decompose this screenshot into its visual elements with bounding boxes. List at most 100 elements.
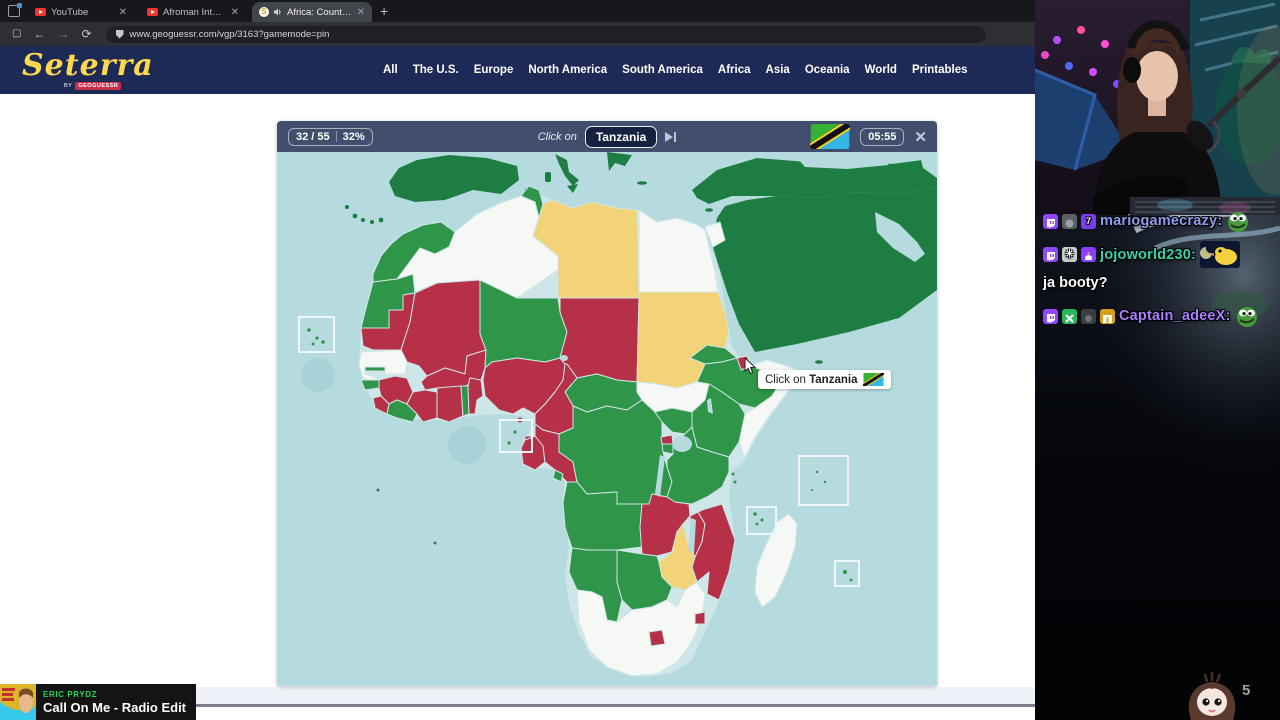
address-bar[interactable]: www.geoguessr.com/vgp/3163?gamemode=pin (105, 25, 986, 43)
island-dot[interactable] (433, 541, 437, 545)
country-madagascar[interactable] (754, 513, 798, 608)
nav-asia[interactable]: Asia (765, 64, 790, 76)
colon: : (1217, 213, 1223, 229)
country-lesotho[interactable] (648, 629, 666, 647)
now-playing-overlay: ERIC PRYDZ Call On Me - Radio Edit (0, 684, 196, 720)
country-sao-tome-principe[interactable] (507, 430, 517, 445)
reload-icon[interactable]: ⟳ (81, 27, 92, 41)
country-zanzibar-islands[interactable] (731, 472, 737, 484)
country-gambia[interactable] (364, 366, 386, 372)
country-chad[interactable] (559, 297, 640, 383)
sea-shapes (797, 152, 937, 262)
sidepanel-icon[interactable]: ▢ (12, 28, 22, 39)
twitch-badge-icon (1043, 213, 1058, 229)
twitch-badge-icon (1043, 247, 1058, 262)
country-seychelles[interactable] (811, 470, 827, 491)
country-ghana[interactable] (436, 385, 464, 423)
gift-badge-icon (1100, 308, 1115, 324)
country-cape-verde[interactable] (307, 328, 325, 346)
green-badge-icon (1062, 308, 1077, 324)
target-country-pill: Tanzania (584, 125, 658, 148)
seterra-header: Seterra BY GEOGUESSR All The U.S. Europe… (0, 46, 1035, 94)
track-artist: ERIC PRYDZ (43, 689, 98, 699)
progress-pill: 32 / 55 32% (288, 127, 373, 146)
island-st-helena[interactable] (376, 488, 380, 492)
tanzania-flag-icon (863, 373, 885, 386)
window-control-icon[interactable] (8, 3, 22, 17)
nav-the-us[interactable]: The U.S. (412, 64, 459, 76)
browser-tabstrip: YouTube ✕ Afroman Interview - YouTube ✕ … (0, 0, 1035, 22)
logo-by-text: BY (64, 83, 73, 89)
quiz-header: 32 / 55 32% Click on Tanzania 05:55 (277, 121, 937, 152)
album-art (0, 684, 36, 720)
browser-toolbar: ▢ ← → ⟳ www.geoguessr.com/vgp/3163?gamem… (0, 22, 1035, 46)
timer-value: 05:55 (868, 130, 897, 143)
country-egypt-sinai[interactable] (704, 221, 726, 248)
country-burundi[interactable] (661, 443, 674, 455)
url-text: www.geoguessr.com/vgp/3163?gamemode=pin (129, 28, 330, 40)
country-comoros[interactable] (753, 512, 764, 526)
tab-title: Afroman Interview - YouTube (163, 6, 226, 18)
nav-africa[interactable]: Africa (717, 64, 751, 76)
peeking-avatar (1183, 672, 1241, 720)
country-benin[interactable] (467, 377, 484, 415)
country-sierra-leone[interactable] (372, 395, 390, 415)
country-libya[interactable] (532, 199, 640, 299)
nav-south-america[interactable]: South America (622, 64, 703, 76)
seterra-logo-subtitle: BY GEOGUESSR (64, 82, 122, 90)
new-tab-button[interactable]: + (380, 3, 389, 19)
youtube-favicon-icon (35, 8, 46, 16)
countries[interactable] (307, 185, 853, 677)
country-rwanda[interactable] (660, 434, 674, 445)
back-icon[interactable]: ← (33, 27, 46, 41)
chat-username[interactable]: jojoworld230 (1100, 246, 1192, 263)
country-angola-cabinda[interactable] (552, 469, 564, 483)
nav-oceania[interactable]: Oceania (804, 64, 850, 76)
chat-username[interactable]: Captain_adeeX (1119, 308, 1226, 324)
seterra-logo[interactable]: Seterra (22, 48, 154, 83)
chat-username[interactable]: mariogamecrazy (1100, 213, 1218, 229)
africa-map[interactable]: Click on Tanzania (277, 152, 937, 686)
nav-all[interactable]: All (383, 64, 398, 76)
tab-title: Africa: Countries - Map Qu... (287, 6, 352, 18)
forward-icon[interactable]: → (57, 27, 70, 41)
close-quiz-icon[interactable]: ✕ (914, 128, 927, 146)
tab-youtube[interactable]: YouTube ✕ (28, 2, 134, 22)
tab-close-icon[interactable]: ✕ (356, 6, 365, 18)
page-section-band (0, 687, 1035, 704)
nav-world[interactable]: World (864, 64, 897, 76)
geoguessr-badge: GEOGUESSR (75, 82, 122, 90)
skip-button[interactable] (665, 131, 677, 142)
chat-overlay: 7 mariogamecrazy: ✳ jojoworld230: ja boo… (1043, 208, 1275, 336)
map-svg[interactable] (277, 152, 937, 686)
country-south-africa[interactable] (576, 581, 706, 677)
tab-close-icon[interactable]: ✕ (118, 6, 127, 18)
question-area: Click on Tanzania (277, 121, 937, 152)
webcam-feed (1035, 0, 1280, 215)
tab-title: YouTube (51, 6, 89, 18)
tooltip-target: Tanzania (809, 373, 858, 386)
pill-separator (335, 131, 337, 142)
pepe-emote (1228, 212, 1249, 232)
nav-north-america[interactable]: North America (528, 64, 608, 76)
country-eswatini[interactable] (694, 611, 706, 625)
site-security-icon[interactable] (115, 29, 124, 39)
tab-close-icon[interactable]: ✕ (230, 6, 239, 18)
sub-badge-icon: 7 (1081, 213, 1096, 229)
tab-audio-icon (274, 8, 281, 16)
site-nav: All The U.S. Europe North America South … (383, 46, 968, 94)
tab-africa-countries-active[interactable]: S Africa: Countries - Map Qu... ✕ (252, 2, 372, 22)
country-mozambique[interactable] (691, 503, 736, 601)
chat-text: ja booty? (1043, 275, 1108, 291)
quiz-panel: 32 / 55 32% Click on Tanzania 05:55 (277, 121, 937, 686)
colon: : (1191, 246, 1197, 263)
country-mauritius[interactable] (843, 570, 853, 582)
webcam-illustration (1035, 0, 1280, 215)
nav-europe[interactable]: Europe (473, 64, 514, 76)
mouse-cursor-icon (744, 358, 757, 375)
overlay-counter: 5 (1242, 682, 1251, 699)
nav-printables[interactable]: Printables (911, 64, 968, 76)
tab-afroman-interview[interactable]: Afroman Interview - YouTube ✕ (140, 2, 246, 22)
island-zoom-boxes (298, 316, 860, 587)
map-tooltip: Click on Tanzania (758, 370, 892, 389)
